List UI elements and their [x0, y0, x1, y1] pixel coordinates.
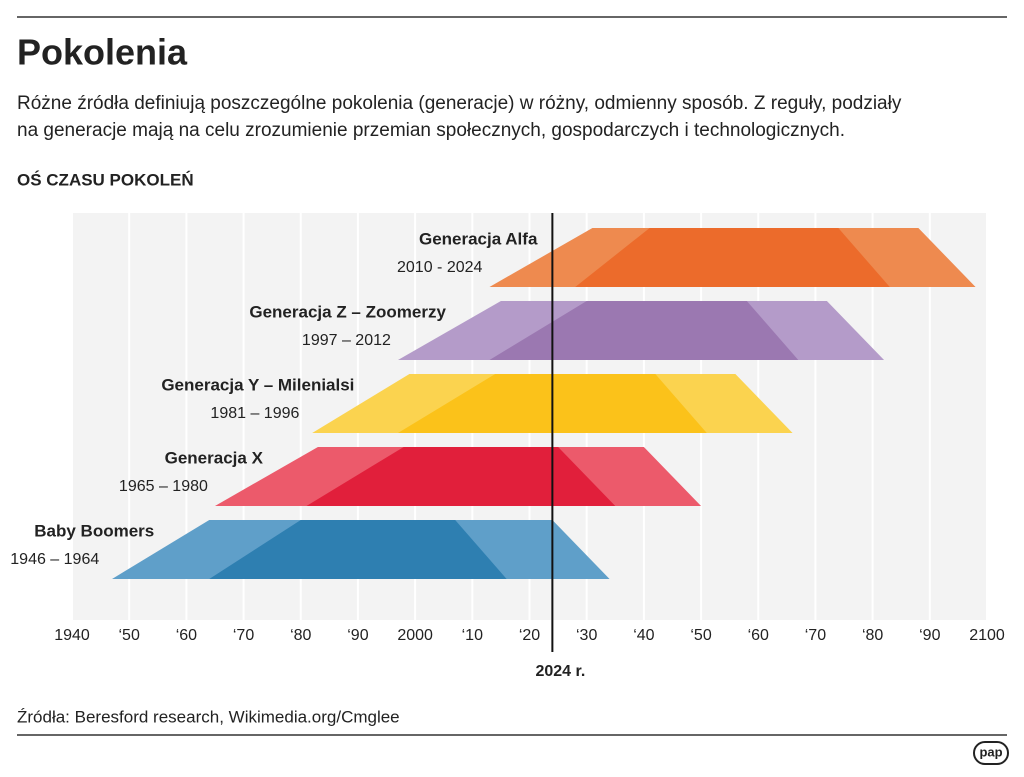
x-tick-label: ‘80 [862, 627, 883, 644]
chart-title: Pokolenia [17, 32, 188, 73]
x-tick-label: ‘90 [919, 627, 940, 644]
x-tick-label: ‘50 [119, 627, 140, 644]
generation-core [575, 228, 890, 287]
logo-frame [973, 741, 1009, 765]
generation-range: 1981 – 1996 [210, 405, 299, 422]
plot: 1940 ‘50 ‘60 ‘70 ‘80 ‘90 2000 ‘10 ‘20 ‘30 ‘40 ‘50 ‘6… [10, 213, 1005, 680]
source: Źródła: Beresford research, Wikimedia.or… [17, 707, 400, 726]
x-tick-label: 2100 [969, 627, 1005, 644]
x-tick-label: 2000 [397, 627, 433, 644]
x-tick-label: ‘20 [519, 627, 540, 644]
generation-name: Generacja Y – Milenialsi [161, 375, 354, 394]
x-tick-label: ‘90 [347, 627, 368, 644]
generation-range: 2010 - 2024 [397, 259, 483, 276]
generation-range: 1946 – 1964 [10, 551, 99, 568]
x-tick-label: ‘70 [805, 627, 826, 644]
generation-name: Baby Boomers [34, 521, 154, 540]
generation-range: 1997 – 2012 [302, 332, 391, 349]
generation-name: Generacja X [165, 448, 264, 467]
x-tick-label: ‘30 [576, 627, 597, 644]
x-tick-label: ‘40 [633, 627, 654, 644]
generation-name: Generacja Alfa [419, 229, 538, 248]
generation-core [489, 301, 799, 360]
x-tick-label: ‘60 [748, 627, 769, 644]
x-tick-label: ‘10 [462, 627, 483, 644]
x-tick-label: 1940 [54, 627, 90, 644]
generation-core [209, 520, 507, 579]
generation-core [306, 447, 616, 506]
generation-range: 1965 – 1980 [119, 478, 208, 495]
x-tick-label: ‘60 [176, 627, 197, 644]
logo: pap [979, 744, 1002, 759]
subtitle: OŚ CZASU POKOLEŃ [17, 170, 194, 189]
description: Różne źródła definiują poszczególne poko… [17, 93, 902, 114]
description: na generacje mają na celu zrozumienie pr… [17, 120, 845, 141]
x-tick-label: ‘80 [290, 627, 311, 644]
x-tick-label: ‘50 [690, 627, 711, 644]
marker-label: 2024 r. [535, 663, 585, 680]
generation-name: Generacja Z – Zoomerzy [249, 302, 446, 321]
x-tick-label: ‘70 [233, 627, 254, 644]
